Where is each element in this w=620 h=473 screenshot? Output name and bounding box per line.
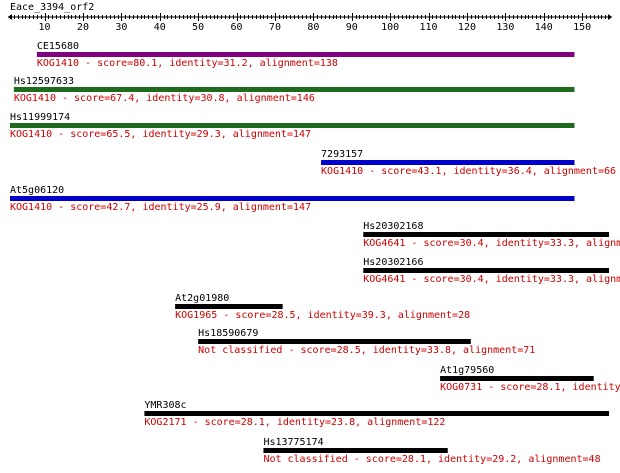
ruler-tick-label: 70 — [269, 22, 281, 33]
hit-description: KOG1965 - score=28.5, identity=39.3, ali… — [175, 310, 470, 321]
hit-name[interactable]: Hs20302166 — [363, 257, 423, 268]
hit-name[interactable]: YMR308c — [144, 400, 186, 411]
hit-name[interactable]: At2g01980 — [175, 293, 229, 304]
ruler-tick-label: 140 — [535, 22, 553, 33]
hit-row: At1g79560 KOG0731 - score=28.1, identity=… — [440, 365, 620, 393]
hit-list: CE15680 KOG1410 - score=80.1, identity=31… — [10, 41, 620, 465]
hit-row: Hs13775174 Not classified - score=28.1, i… — [263, 437, 601, 465]
position-ruler: 10 20 30 40 50 60 70 80 90 100 110 120 130 140 150 — [8, 13, 612, 33]
hit-row: Hs18590679 Not classified - score=28.5, i… — [198, 328, 535, 356]
hit-row: Hs20302168 KOG4641 - score=30.4, identity… — [363, 221, 620, 249]
hit-bar[interactable] — [321, 160, 575, 165]
hit-bar[interactable] — [175, 304, 283, 309]
hit-description: KOG4641 - score=30.4, identity=33.3, ali… — [363, 274, 620, 285]
hit-name[interactable]: Hs11999174 — [10, 112, 70, 123]
ruler-tick-label: 90 — [346, 22, 358, 33]
hit-description: Not classified - score=28.5, identity=33… — [198, 345, 535, 356]
hit-bar[interactable] — [263, 448, 448, 453]
ruler-tick-label: 120 — [458, 22, 476, 33]
hit-bar[interactable] — [363, 232, 610, 237]
hit-name[interactable]: At5g06120 — [10, 185, 64, 196]
hit-description: KOG1410 - score=67.4, identity=30.8, ali… — [14, 93, 315, 104]
hit-name[interactable]: Hs20302168 — [363, 221, 423, 232]
hit-row: Hs12597633 KOG1410 - score=67.4, identity… — [13, 76, 575, 104]
ruler-tick-label: 150 — [573, 22, 591, 33]
ruler-tick-label: 10 — [39, 22, 51, 33]
ruler-tick-label: 110 — [420, 22, 438, 33]
hit-row: At5g06120 KOG1410 - score=42.7, identity=… — [10, 185, 575, 213]
hit-description: KOG1410 - score=42.7, identity=25.9, ali… — [10, 202, 311, 213]
ruler-tick-label: 30 — [115, 22, 127, 33]
hit-row: Hs11999174 KOG1410 - score=65.5, identity… — [10, 112, 575, 140]
hit-row: YMR308c KOG2171 - score=28.1, identity=23… — [144, 400, 610, 428]
hit-bar[interactable] — [363, 268, 610, 273]
hit-row: Hs20302166 KOG4641 - score=30.4, identity… — [363, 257, 620, 285]
hit-description: Not classified - score=28.1, identity=29… — [263, 454, 600, 465]
hit-row: At2g01980 KOG1965 - score=28.5, identity=… — [175, 293, 470, 321]
hit-description: KOG4641 - score=30.4, identity=33.3, ali… — [363, 238, 620, 249]
hit-bar[interactable] — [198, 339, 471, 344]
hit-bar[interactable] — [440, 376, 594, 381]
hit-bar[interactable] — [10, 123, 575, 128]
hit-bar[interactable] — [13, 87, 575, 92]
hit-bar[interactable] — [144, 411, 610, 416]
ruler-tick-label: 130 — [496, 22, 514, 33]
ruler-tick-label: 80 — [307, 22, 319, 33]
hit-description: KOG1410 - score=80.1, identity=31.2, ali… — [37, 58, 338, 69]
ruler-tick-label: 50 — [192, 22, 204, 33]
hit-description: KOG1410 - score=65.5, identity=29.3, ali… — [10, 129, 311, 140]
hit-description: KOG0731 - score=28.1, identity=31.3, ali… — [440, 382, 620, 393]
hit-name[interactable]: Hs13775174 — [263, 437, 323, 448]
hit-bar[interactable] — [10, 196, 575, 201]
hit-name[interactable]: Hs18590679 — [198, 328, 258, 339]
hit-name[interactable]: Hs12597633 — [14, 76, 74, 87]
hit-row: CE15680 KOG1410 - score=80.1, identity=31… — [36, 41, 575, 69]
ruler-tick-label: 40 — [154, 22, 166, 33]
ruler-tick-label: 100 — [381, 22, 399, 33]
hit-row: 7293157 KOG1410 - score=43.1, identity=36… — [321, 149, 616, 177]
hit-name[interactable]: At1g79560 — [440, 365, 494, 376]
ruler-tick-label: 20 — [77, 22, 89, 33]
sequence-title: Eace_3394_orf2 — [10, 2, 94, 13]
hit-name[interactable]: 7293157 — [321, 149, 363, 160]
hit-name[interactable]: CE15680 — [37, 41, 79, 52]
hit-description: KOG2171 - score=28.1, identity=23.8, ali… — [144, 417, 445, 428]
hit-bar[interactable] — [36, 52, 575, 57]
ruler-tick-label: 60 — [231, 22, 243, 33]
hit-description: KOG1410 - score=43.1, identity=36.4, ali… — [321, 166, 616, 177]
